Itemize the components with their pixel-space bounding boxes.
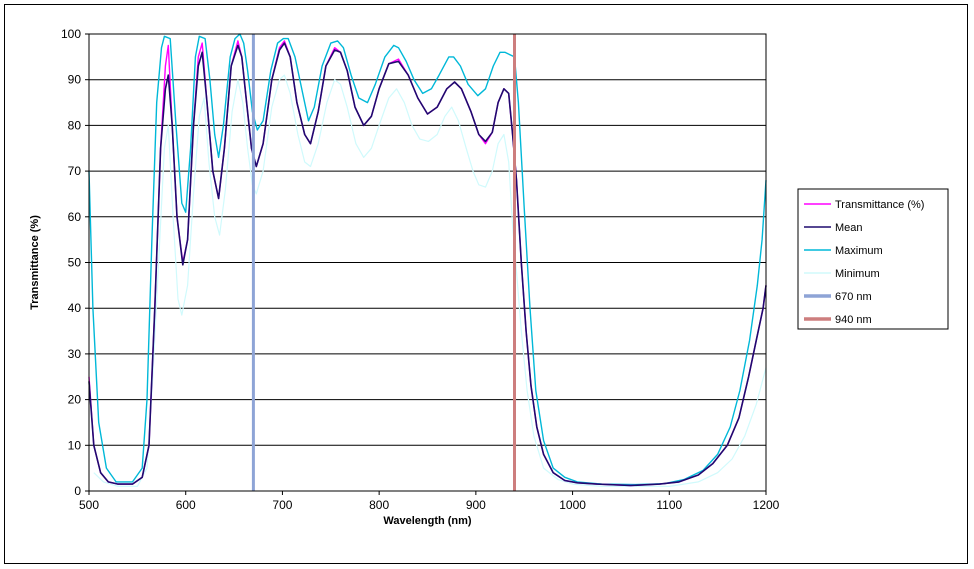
x-axis-title: Wavelength (nm) — [383, 515, 472, 527]
legend-box — [797, 188, 949, 330]
legend-label-transmittance: Transmittance (%) — [835, 199, 924, 211]
y-tick-label: 20 — [68, 393, 82, 407]
legend: Transmittance (%) Mean Maximum Minimum 670 n… — [797, 188, 949, 330]
series-line-minimum — [93, 74, 767, 487]
series-lines — [88, 33, 767, 491]
x-tick-label: 1200 — [753, 498, 780, 512]
y-tick-label: 40 — [68, 301, 82, 315]
y-tick-label: 0 — [74, 484, 81, 498]
legend-label-maximum: Maximum — [835, 245, 883, 257]
x-tick-label: 700 — [272, 498, 292, 512]
y-tick-label: 100 — [61, 27, 81, 41]
x-tick-label: 800 — [369, 498, 389, 512]
x-tick-label: 900 — [466, 498, 486, 512]
series-line-mean — [88, 42, 767, 487]
legend-label-670-nm: 670 nm — [835, 291, 872, 303]
y-tick-label: 10 — [68, 438, 82, 452]
y-axis-title: Transmittance (%) — [29, 215, 41, 310]
y-tick-label: 50 — [68, 256, 82, 270]
x-tick-label: 600 — [176, 498, 196, 512]
y-tick-label: 30 — [68, 347, 82, 361]
legend-label-minimum: Minimum — [835, 268, 880, 280]
y-tick-label: 80 — [68, 118, 82, 132]
y-tick-label: 70 — [68, 164, 82, 178]
x-tick-label: 500 — [79, 498, 99, 512]
series-line-transmittance — [88, 40, 767, 487]
legend-label-940-nm: 940 nm — [835, 314, 872, 326]
y-tick-label: 60 — [68, 210, 82, 224]
axis-ticks: 0 10 20 30 40 50 60 70 80 90 100 500 600 700 800 900 100… — [61, 27, 780, 512]
legend-label-mean: Mean — [835, 222, 863, 234]
gridlines — [89, 79, 766, 446]
series-line-maximum — [88, 33, 767, 486]
x-tick-label: 1100 — [656, 498, 682, 512]
x-tick-label: 1000 — [559, 498, 586, 512]
y-tick-label: 90 — [68, 73, 82, 87]
